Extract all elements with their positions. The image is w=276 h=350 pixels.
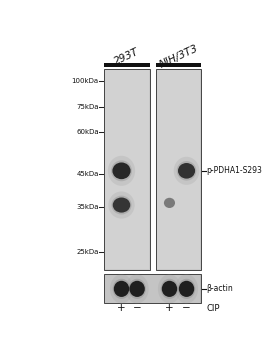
Text: CIP: CIP <box>207 304 220 313</box>
Bar <box>157 70 200 269</box>
Text: 75kDa: 75kDa <box>76 104 99 110</box>
Text: −: − <box>133 303 142 313</box>
Text: 25kDa: 25kDa <box>76 248 99 255</box>
Text: +: + <box>117 303 126 313</box>
Ellipse shape <box>164 198 175 208</box>
Ellipse shape <box>161 279 178 299</box>
Ellipse shape <box>178 163 195 179</box>
Ellipse shape <box>113 197 130 212</box>
Bar <box>156 63 201 67</box>
Ellipse shape <box>112 196 132 215</box>
Ellipse shape <box>114 281 129 297</box>
Ellipse shape <box>128 279 146 299</box>
Text: 293T: 293T <box>113 47 141 67</box>
Ellipse shape <box>108 156 135 186</box>
Ellipse shape <box>129 281 145 297</box>
Bar <box>105 70 149 269</box>
Ellipse shape <box>112 162 131 179</box>
Text: 60kDa: 60kDa <box>76 129 99 135</box>
Bar <box>105 275 200 303</box>
Text: 45kDa: 45kDa <box>76 171 99 177</box>
Ellipse shape <box>179 281 194 297</box>
Ellipse shape <box>177 161 197 181</box>
Text: β-actin: β-actin <box>207 284 233 293</box>
Text: +: + <box>165 303 174 313</box>
Ellipse shape <box>126 274 149 303</box>
Text: p-PDHA1-S293: p-PDHA1-S293 <box>207 166 262 175</box>
Bar <box>104 69 150 270</box>
Text: 100kDa: 100kDa <box>71 78 99 84</box>
Bar <box>156 69 201 270</box>
Ellipse shape <box>108 191 135 219</box>
Bar <box>104 274 201 303</box>
Text: 35kDa: 35kDa <box>76 204 99 210</box>
Ellipse shape <box>111 160 132 181</box>
Text: NIH/3T3: NIH/3T3 <box>158 43 200 70</box>
Ellipse shape <box>162 281 177 297</box>
Text: −: − <box>182 303 191 313</box>
Ellipse shape <box>178 279 195 299</box>
Ellipse shape <box>158 274 181 303</box>
Ellipse shape <box>174 157 199 185</box>
Ellipse shape <box>113 279 130 299</box>
Bar <box>104 63 150 67</box>
Ellipse shape <box>110 274 133 303</box>
Ellipse shape <box>175 274 198 303</box>
